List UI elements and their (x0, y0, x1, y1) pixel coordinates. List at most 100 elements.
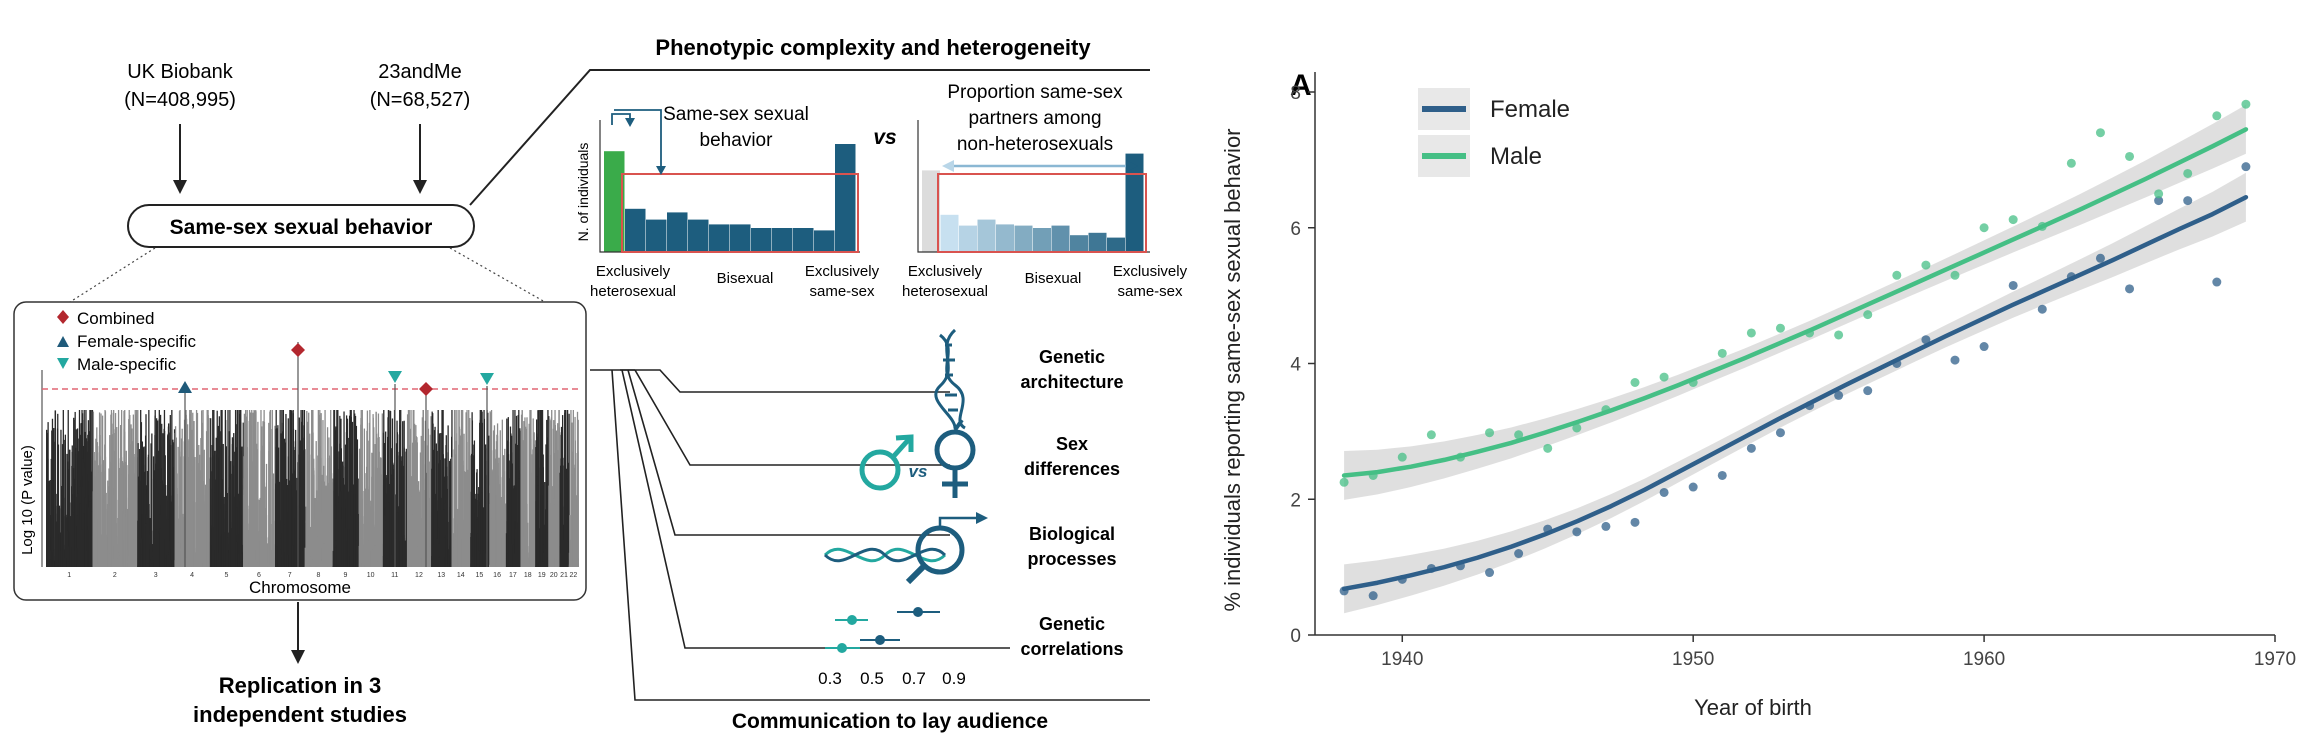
snp-mark (454, 427, 456, 567)
chromosome-label: 6 (257, 572, 261, 579)
data-point (1775, 323, 1785, 333)
snp-mark (262, 421, 264, 567)
snp-mark (66, 561, 69, 567)
snp-mark (329, 505, 332, 567)
topic-3-line2: processes (1027, 549, 1116, 569)
fit-line (1341, 194, 2249, 592)
snp-mark (501, 503, 504, 567)
snp-mark (178, 542, 181, 567)
snp-mark (405, 451, 407, 567)
snp-mark (363, 428, 366, 567)
snp-mark (292, 545, 294, 567)
snp-mark (488, 493, 490, 567)
snp-mark (381, 560, 384, 567)
snp-mark (234, 410, 237, 567)
snp-mark (309, 526, 312, 567)
snp-mark (574, 440, 577, 567)
snp-mark (268, 565, 270, 567)
snp-mark (256, 449, 259, 567)
snp-mark (487, 412, 489, 567)
snp-mark (452, 547, 455, 567)
snp-mark (50, 458, 52, 567)
snp-mark (134, 554, 136, 567)
snp-mark (154, 415, 156, 567)
snp-mark (466, 478, 468, 567)
snp-mark (105, 492, 107, 567)
snp-mark (477, 517, 479, 567)
snp-mark (533, 475, 535, 567)
snp-mark (461, 410, 464, 567)
snp-mark (349, 516, 352, 567)
snp-mark (337, 565, 339, 567)
snp-mark (496, 434, 498, 567)
hist2-highlight-box (937, 173, 1147, 253)
snp-mark (84, 497, 87, 567)
snp-mark (210, 418, 212, 567)
snp-mark (50, 550, 52, 567)
snp-mark (491, 518, 493, 567)
snp-mark (282, 410, 284, 567)
snp-mark (478, 505, 481, 567)
scatter-points (1339, 99, 2251, 601)
snp-mark (149, 560, 152, 567)
snp-mark (64, 516, 67, 567)
snp-mark (153, 562, 155, 567)
snp-mark (568, 552, 571, 567)
snp-mark (249, 532, 252, 567)
snp-mark (422, 521, 424, 567)
snp-mark (270, 563, 272, 567)
snp-mark (112, 558, 114, 567)
snp-mark (458, 564, 460, 567)
snp-mark (49, 559, 51, 567)
snp-mark (337, 457, 339, 567)
snp-mark (374, 545, 376, 567)
snp-mark (153, 538, 155, 567)
snp-mark (377, 413, 380, 567)
snp-mark (186, 424, 189, 567)
snp-mark (275, 546, 278, 567)
snp-mark (495, 449, 497, 567)
snp-mark (481, 474, 483, 567)
snp-mark (97, 493, 99, 567)
snp-mark (308, 535, 310, 567)
snp-mark (576, 411, 579, 567)
snp-mark (389, 449, 392, 567)
data-point (1892, 270, 1902, 280)
histogram-bar (940, 214, 959, 252)
snp-mark (261, 493, 263, 567)
snp-mark (315, 499, 317, 567)
snp-mark (58, 508, 61, 567)
snp-mark (155, 487, 158, 567)
snp-mark (147, 518, 149, 567)
snp-mark (421, 417, 424, 567)
snp-mark (138, 448, 141, 567)
histogram-bar (1033, 228, 1051, 252)
snp-mark (426, 445, 429, 567)
snp-mark (329, 545, 332, 567)
snp-mark (447, 521, 449, 567)
snp-mark (542, 454, 544, 567)
data-point (2008, 215, 2018, 225)
snp-mark (92, 540, 94, 567)
combined-peak-marker (419, 382, 433, 396)
snp-mark (407, 410, 410, 567)
data-point (1688, 378, 1698, 388)
snp-mark (484, 450, 486, 567)
sex-vs-label: vs (909, 462, 928, 481)
snp-mark (57, 413, 59, 567)
snp-mark (359, 521, 362, 567)
snp-mark (217, 503, 219, 567)
snp-mark (255, 443, 258, 567)
snp-mark (460, 500, 462, 567)
snp-mark (84, 556, 87, 567)
chromosome-ticks: 1 2 3 4 5 6 7 8 9 10 11 12 13 14 15 16 17 18 19 20 21 22 (67, 572, 577, 579)
snp-mark (62, 410, 64, 567)
snp-mark (57, 565, 59, 567)
snp-mark (160, 482, 163, 567)
source-2-name: 23andMe (378, 61, 461, 83)
snp-mark (330, 446, 333, 567)
snp-mark (169, 549, 171, 567)
snp-mark (417, 489, 419, 567)
snp-mark (135, 558, 138, 567)
snp-mark (263, 482, 266, 567)
